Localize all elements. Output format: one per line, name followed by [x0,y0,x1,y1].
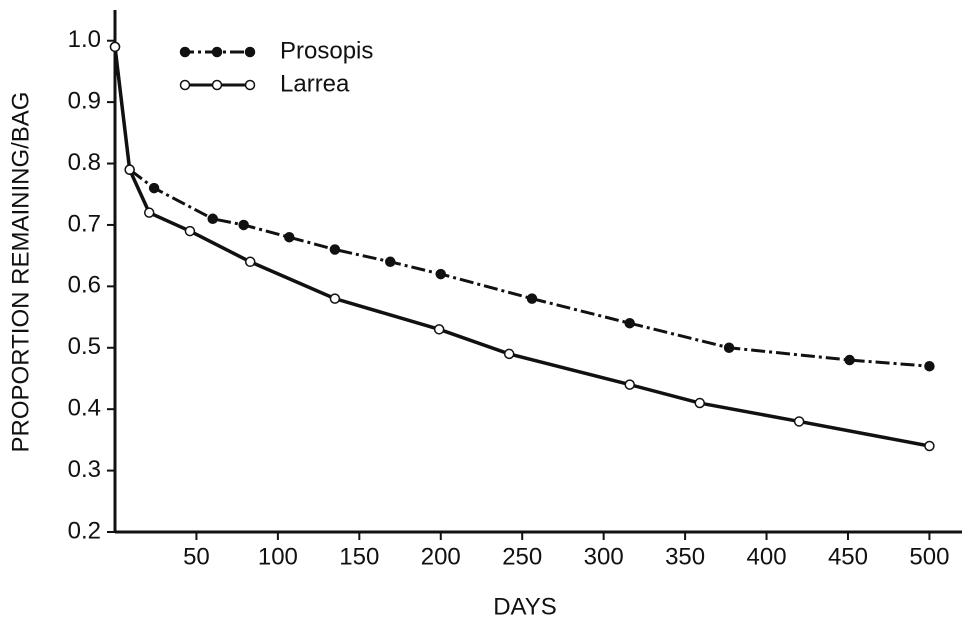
data-point [124,164,135,175]
data-point [723,342,735,354]
data-point [503,348,515,360]
x-axis-label: DAYS [493,593,557,620]
x-tick-label: 50 [183,543,210,570]
legend-marker [244,79,256,91]
x-tick-label: 400 [747,543,787,570]
data-point [435,268,447,280]
data-point [143,207,155,218]
data-point [184,225,196,237]
y-tick-label: 1.0 [68,26,101,53]
y-tick-label: 0.8 [68,149,101,176]
x-tick-label: 350 [665,543,705,570]
data-point [433,324,445,335]
data-point [244,256,256,268]
x-tick-label: 250 [502,543,542,570]
data-point [207,213,218,225]
data-point [238,219,249,231]
y-tick-label: 0.6 [68,272,101,299]
x-tick-label: 200 [421,543,461,570]
x-tick-label: 300 [584,543,624,570]
legend-marker [179,79,191,91]
y-tick-label: 0.4 [68,395,101,422]
data-point [329,293,341,304]
y-tick-label: 0.2 [68,517,101,544]
data-point [624,379,635,390]
x-tick-label: 450 [828,543,868,570]
legend-label: Prosopis [280,37,373,64]
y-tick-label: 0.3 [68,456,101,483]
data-point [844,354,855,366]
legend-marker [211,79,223,91]
data-point [793,416,805,427]
x-tick-label: 500 [909,543,949,570]
series-line [113,46,930,368]
legend-marker [211,46,223,58]
y-tick-label: 0.7 [68,210,101,237]
data-point [385,256,396,268]
data-point [694,397,706,409]
y-tick-label: 0.9 [68,87,101,114]
series-line [113,46,930,448]
data-point [526,293,538,304]
y-tick-label: 0.5 [68,333,101,360]
legend-label: Larrea [280,70,350,97]
data-point [148,182,160,194]
data-point [624,317,635,329]
legend-marker [244,46,256,58]
data-point [109,41,121,53]
x-tick-label: 100 [258,543,298,570]
y-axis-label: PROPORTION REMAINING/BAG [7,92,34,453]
legend-marker [179,46,191,58]
data-point [924,360,935,372]
x-tick-label: 150 [339,543,379,570]
data-point [284,231,295,243]
data-point [924,440,935,452]
data-point [329,244,341,255]
